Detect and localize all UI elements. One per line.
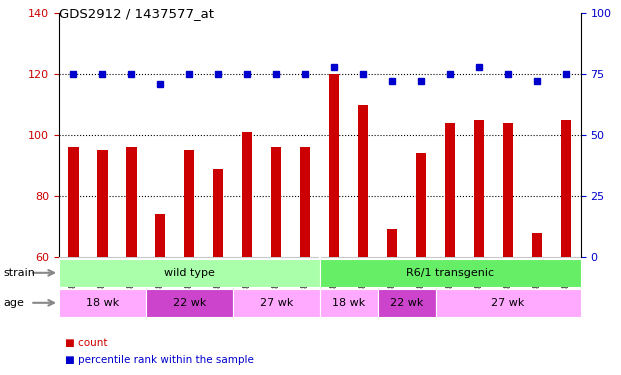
Text: GSM83870: GSM83870 [156, 260, 165, 306]
Bar [320, 259, 581, 287]
Bar [127, 147, 137, 257]
Bar [378, 289, 436, 317]
Text: GSM83862: GSM83862 [243, 260, 252, 306]
Bar [532, 232, 542, 257]
Text: GSM83877: GSM83877 [561, 260, 571, 306]
Bar [300, 147, 310, 257]
Bar [242, 132, 252, 257]
Bar [320, 289, 378, 317]
Text: GSM83871: GSM83871 [301, 260, 310, 306]
Text: wild type: wild type [164, 268, 215, 278]
Bar [97, 150, 107, 257]
Bar [155, 214, 165, 257]
Text: GSM83872: GSM83872 [98, 260, 107, 306]
Text: strain: strain [3, 268, 35, 278]
Text: GSM83864: GSM83864 [474, 260, 484, 306]
Bar [68, 147, 78, 257]
Bar [214, 168, 224, 257]
Bar [59, 289, 146, 317]
Text: 18 wk: 18 wk [332, 298, 365, 308]
Text: GSM83874: GSM83874 [185, 260, 194, 306]
Bar [358, 105, 368, 257]
Text: ■ percentile rank within the sample: ■ percentile rank within the sample [65, 355, 254, 365]
Text: R6/1 transgenic: R6/1 transgenic [406, 268, 494, 278]
Text: GSM83865: GSM83865 [504, 260, 513, 306]
Text: GSM83876: GSM83876 [214, 260, 223, 306]
Text: 27 wk: 27 wk [260, 298, 293, 308]
Text: age: age [3, 298, 24, 308]
Bar [388, 230, 397, 257]
Bar [436, 289, 581, 317]
Text: 22 wk: 22 wk [390, 298, 424, 308]
Text: 18 wk: 18 wk [86, 298, 119, 308]
Bar [233, 289, 320, 317]
Text: GSM83878: GSM83878 [359, 260, 368, 306]
Text: GSM83879: GSM83879 [388, 260, 397, 306]
Bar [329, 74, 339, 257]
Bar [561, 120, 571, 257]
Text: GSM83867: GSM83867 [417, 260, 426, 306]
Bar [146, 289, 233, 317]
Text: 22 wk: 22 wk [173, 298, 206, 308]
Bar [59, 259, 320, 287]
Bar [416, 153, 426, 257]
Bar [271, 147, 281, 257]
Text: GSM83869: GSM83869 [330, 260, 339, 306]
Bar [184, 150, 194, 257]
Text: GSM83873: GSM83873 [127, 260, 136, 306]
Text: GSM83868: GSM83868 [446, 260, 455, 306]
Text: GDS2912 / 1437577_at: GDS2912 / 1437577_at [59, 8, 214, 21]
Text: GSM83866: GSM83866 [272, 260, 281, 306]
Text: GSM83863: GSM83863 [69, 260, 78, 306]
Bar [445, 123, 455, 257]
Bar [474, 120, 484, 257]
Text: 27 wk: 27 wk [491, 298, 525, 308]
Bar [503, 123, 513, 257]
Text: GSM83875: GSM83875 [533, 260, 542, 306]
Text: ■ count: ■ count [65, 338, 107, 348]
